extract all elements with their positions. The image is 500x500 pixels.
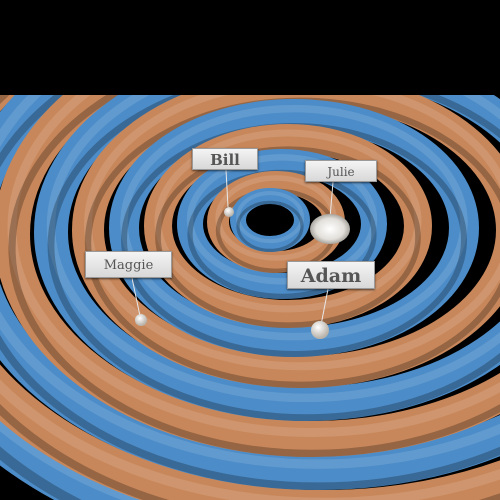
julie-leader-line [329,181,334,219]
maggie-leader-line [131,277,141,317]
julie-label: Julie [305,160,377,182]
ring-highlight-10 [236,191,304,244]
ring-highlight-7 [154,129,422,313]
adam-label: Adam [287,261,375,289]
ring-highlight-8 [186,154,378,285]
ring-shadow-10 [236,200,304,252]
maggie-label: Maggie [85,251,172,278]
leader-lines [131,169,334,326]
horizon-mask [0,0,500,95]
adam-marker [311,321,329,339]
bill-leader-line [225,169,229,208]
julie-peak-marker [310,214,350,244]
ring-highlight-2 [0,0,500,469]
bill-label: Bill [192,148,258,170]
trough-ring-8 [177,149,387,299]
maggie-marker [135,314,147,326]
trough-ring-10 [230,188,310,252]
adam-leader-line [320,288,329,326]
trough-ring-6 [109,99,479,357]
ring-highlight-6 [120,104,468,341]
bill-marker [224,207,234,217]
ridge-ring-7 [144,124,432,328]
